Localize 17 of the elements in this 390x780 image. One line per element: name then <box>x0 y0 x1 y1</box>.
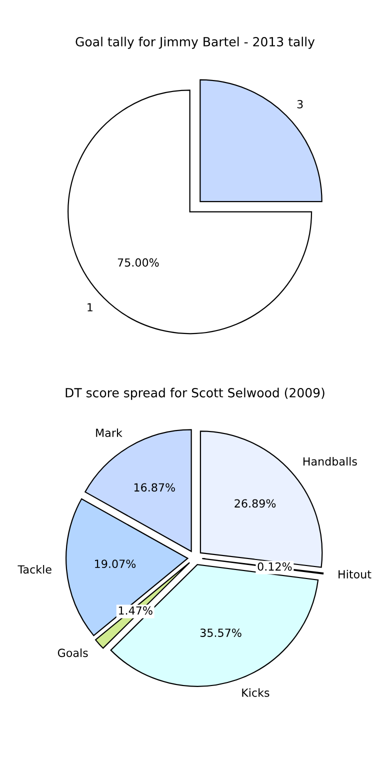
chart-title: Goal tally for Jimmy Bartel - 2013 tally <box>76 36 315 49</box>
data-label: 19.07% <box>95 560 136 568</box>
slice-label: 3 <box>297 100 303 108</box>
data-label: 16.87% <box>134 483 175 492</box>
slice-label: Kicks <box>242 688 270 697</box>
data-label: 35.57% <box>200 628 242 637</box>
data-label: 26.89% <box>234 499 276 508</box>
slice-label: 1 <box>88 303 92 312</box>
data-label: 75.00% <box>118 258 159 267</box>
slice-label: Handballs <box>303 457 357 466</box>
slice-label: Mark <box>96 428 122 438</box>
slice-label: Hitout <box>338 570 372 578</box>
data-label: 1.47% <box>118 606 152 615</box>
data-label: 0.12% <box>258 562 292 571</box>
slice-label: Goals <box>58 648 88 658</box>
slice-label: Tackle <box>18 565 52 574</box>
chart-title: DT score spread for Scott Selwood (2009) <box>66 388 324 400</box>
